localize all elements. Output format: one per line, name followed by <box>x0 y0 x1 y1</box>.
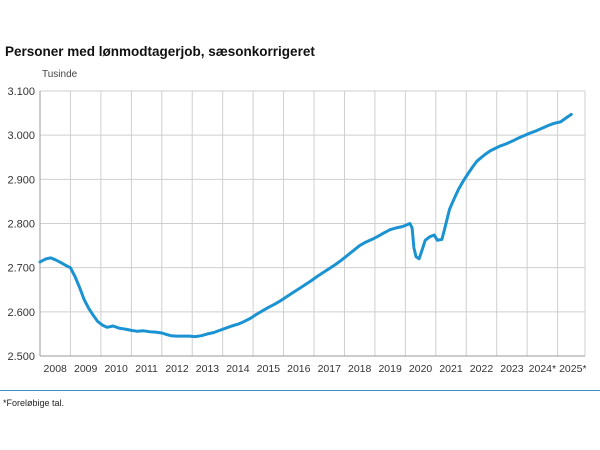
y-axis-label: Tusinde <box>42 69 78 80</box>
x-tick-label: 2023 <box>500 363 524 375</box>
y-tick-label: 2.900 <box>7 174 35 186</box>
x-gridlines <box>39 91 586 356</box>
axes <box>39 91 585 357</box>
x-tick-label: 2025* <box>559 363 586 375</box>
footnote: *Foreløbige tal. <box>3 398 65 408</box>
x-tick-label: 2024* <box>529 363 556 375</box>
y-tick-label: 3.100 <box>7 86 35 98</box>
x-tick-label: 2012 <box>165 363 189 375</box>
series-line <box>38 112 573 339</box>
x-tick-label: 2018 <box>348 363 372 375</box>
x-tick-label: 2022 <box>470 363 494 375</box>
x-tick-labels: 2008 2009 2010 2011 2012 2013 2014 2015 2016 2017… <box>44 363 587 375</box>
divider-rule <box>0 390 600 391</box>
series-layer <box>38 112 573 339</box>
chart-title: Personer med lønmodtagerjob, sæsonkorrig… <box>5 44 315 59</box>
x-tick-label: 2008 <box>44 363 68 375</box>
x-tick-label: 2015 <box>257 363 281 375</box>
x-tick-label: 2019 <box>378 363 402 375</box>
x-tick-label: 2010 <box>104 363 128 375</box>
y-tick-label: 2.600 <box>7 307 35 319</box>
x-tick-label: 2020 <box>409 363 433 375</box>
y-tick-label: 3.000 <box>7 130 35 142</box>
y-tick-labels: 2.500 2.600 2.700 2.800 2.900 3.000 3.100 <box>7 86 35 363</box>
x-tick-label: 2011 <box>135 363 158 375</box>
x-tick-label: 2016 <box>287 363 311 375</box>
x-tick-label: 2014 <box>226 363 250 375</box>
chart-area: Tusinde 2.500 2.600 2.700 2.800 2.900 3.000 3.… <box>0 60 600 390</box>
x-tick-label: 2009 <box>74 363 98 375</box>
y-tick-label: 2.500 <box>7 351 35 363</box>
line-chart: Tusinde 2.500 2.600 2.700 2.800 2.900 3.000 3.… <box>7 69 587 375</box>
y-tick-label: 2.800 <box>7 219 35 231</box>
y-tick-label: 2.700 <box>7 263 35 275</box>
x-tick-label: 2021 <box>439 363 463 375</box>
y-gridlines <box>40 90 585 357</box>
x-tick-label: 2013 <box>196 363 220 375</box>
x-tick-label: 2017 <box>318 363 342 375</box>
